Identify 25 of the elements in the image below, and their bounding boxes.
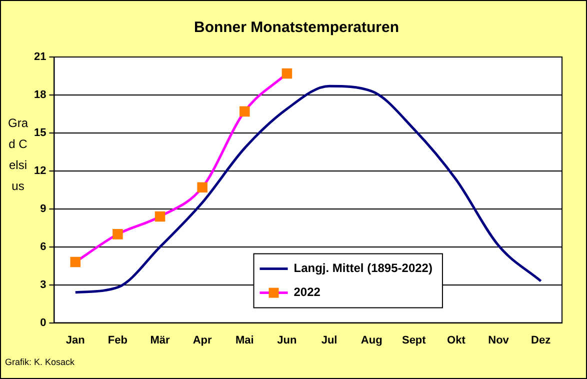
y-tick-label: 18	[34, 89, 46, 102]
x-tick-label: Dez	[531, 334, 552, 346]
y-axis-title: Grad Celsius	[7, 115, 29, 195]
y-tick-label: 9	[40, 202, 46, 215]
y-tick-label: 15	[34, 126, 46, 139]
x-tick-label: Jan	[66, 334, 86, 346]
x-tick-label: Aug	[360, 334, 382, 346]
x-tick-label: Apr	[192, 334, 213, 346]
y-tick-label: 0	[40, 316, 46, 329]
chart-title: Bonner Monatstemperaturen	[194, 19, 400, 36]
y-tick-label: 12	[34, 164, 46, 177]
x-tick-label: Mär	[150, 334, 171, 346]
y-tick-label: 6	[40, 240, 46, 253]
x-tick-label: Feb	[108, 334, 128, 346]
x-tick-label: Mai	[235, 334, 254, 346]
x-tick-label: Jun	[277, 334, 298, 346]
x-tick-label: Sept	[402, 334, 426, 346]
x-tick-label: Nov	[488, 334, 510, 346]
legend-label: 2022	[294, 285, 321, 300]
y-tick-label: 21	[34, 51, 46, 64]
x-tick-label: Okt	[447, 334, 466, 346]
legend-label: Langj. Mittel (1895-2022)	[294, 261, 432, 276]
text: Grafik: K. Kosack	[5, 357, 75, 367]
y-tick-label: 3	[40, 278, 46, 291]
x-tick-label: Jul	[321, 334, 338, 346]
